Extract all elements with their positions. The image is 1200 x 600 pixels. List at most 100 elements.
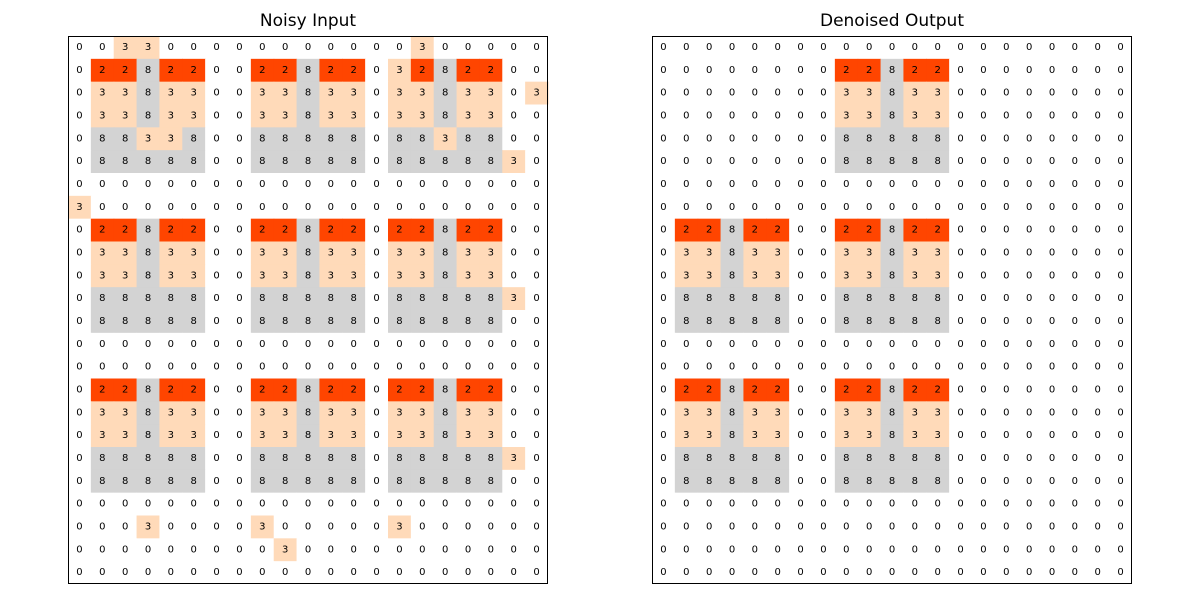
cell-value: 0 <box>533 567 539 578</box>
grid-cell-r18-c2: 8 <box>697 447 722 471</box>
cell-fill <box>205 310 229 334</box>
grid-cell-r20-c13: 0 <box>365 492 389 516</box>
grid-cell-r5-c17: 0 <box>1040 150 1064 174</box>
cell-fill <box>365 241 389 265</box>
cell-value: 0 <box>1095 110 1101 121</box>
cell-fill <box>903 58 927 83</box>
cell-fill <box>903 264 927 288</box>
cell-value: 3 <box>775 247 781 258</box>
grid-cell-r12-c14: 8 <box>388 310 412 334</box>
grid-cell-r4-c19: 0 <box>502 127 526 151</box>
cell-fill <box>674 195 699 220</box>
cell-fill <box>319 469 343 494</box>
cell-fill <box>205 424 229 448</box>
cell-value: 8 <box>328 293 334 304</box>
cell-value: 0 <box>1095 270 1101 281</box>
grid-cell-r3-c6: 0 <box>205 104 229 128</box>
cell-value: 3 <box>511 293 517 304</box>
cell-fill <box>880 173 904 197</box>
cell-fill <box>1017 58 1042 83</box>
cell-value: 0 <box>488 521 494 532</box>
grid-cell-r2-c0: 0 <box>652 81 676 105</box>
cell-fill <box>789 355 813 379</box>
cell-value: 0 <box>683 42 689 53</box>
cell-value: 0 <box>706 567 712 578</box>
cell-fill <box>273 332 298 357</box>
cell-value: 0 <box>1003 316 1009 327</box>
cell-fill <box>766 378 790 402</box>
cell-value: 0 <box>373 521 379 532</box>
cell-fill <box>479 561 503 585</box>
cell-value: 0 <box>191 42 197 53</box>
grid-cell-r15-c17: 0 <box>1040 378 1064 402</box>
cell-fill <box>388 447 412 471</box>
cell-fill <box>228 378 252 402</box>
cell-value: 8 <box>145 270 151 281</box>
cell-fill <box>319 287 343 311</box>
cell-fill <box>834 492 859 516</box>
cell-fill <box>994 538 1019 562</box>
grid-cell-r22-c13: 0 <box>365 538 389 562</box>
cell-value: 0 <box>1003 88 1009 99</box>
grid-cell-r20-c20: 0 <box>525 492 549 516</box>
grid-cell-r11-c13: 0 <box>365 287 389 311</box>
cell-value: 0 <box>442 362 448 373</box>
grid-cell-r14-c7: 0 <box>228 355 252 379</box>
cell-fill <box>834 287 859 311</box>
grid-cell-r15-c13: 0 <box>949 378 973 402</box>
cell-fill <box>296 561 320 585</box>
cell-value: 0 <box>957 453 963 464</box>
grid-cell-r14-c4: 0 <box>743 355 767 379</box>
cell-value: 0 <box>533 179 539 190</box>
cell-fill <box>159 469 183 494</box>
cell-value: 0 <box>1049 110 1055 121</box>
grid-cell-r16-c17: 0 <box>1040 401 1064 425</box>
cell-fill <box>433 332 458 357</box>
cell-value: 0 <box>957 42 963 53</box>
cell-fill <box>90 355 115 379</box>
grid-cell-r15-c9: 2 <box>857 378 882 402</box>
cell-fill <box>857 538 882 562</box>
grid-cell-r5-c0: 0 <box>68 150 92 174</box>
cell-value: 0 <box>236 42 242 53</box>
cell-value: 3 <box>168 110 174 121</box>
grid-cell-r22-c20: 0 <box>525 538 549 562</box>
cell-value: 8 <box>889 476 895 487</box>
cell-fill <box>136 150 160 174</box>
cell-fill <box>136 127 160 151</box>
cell-value: 0 <box>191 521 197 532</box>
grid-cell-r15-c14: 2 <box>388 378 412 402</box>
cell-fill <box>812 36 836 60</box>
cell-fill <box>674 355 699 379</box>
cell-fill <box>812 561 836 585</box>
grid-cell-r11-c10: 8 <box>296 287 320 311</box>
cell-fill <box>1086 310 1110 334</box>
cell-value: 3 <box>351 407 357 418</box>
cell-fill <box>697 355 722 379</box>
cell-value: 0 <box>729 544 735 555</box>
cell-fill <box>994 36 1019 60</box>
cell-value: 3 <box>752 407 758 418</box>
grid-cell-r15-c8: 2 <box>834 378 859 402</box>
cell-fill <box>205 264 229 288</box>
grid-cell-r22-c9: 0 <box>857 538 882 562</box>
cell-fill <box>1109 332 1133 357</box>
grid-cell-r15-c9: 2 <box>273 378 298 402</box>
cell-fill <box>68 241 92 265</box>
cell-fill <box>296 81 320 105</box>
cell-value: 3 <box>328 430 334 441</box>
cell-value: 0 <box>465 202 471 213</box>
cell-value: 8 <box>122 133 128 144</box>
grid-cell-r11-c0: 0 <box>652 287 676 311</box>
cell-fill <box>479 401 503 425</box>
grid-cell-r5-c14: 0 <box>972 150 996 174</box>
cell-value: 0 <box>980 270 986 281</box>
cell-fill <box>880 424 904 448</box>
cell-fill <box>652 401 676 425</box>
cell-value: 0 <box>168 567 174 578</box>
cell-fill <box>1017 332 1042 357</box>
cell-value: 3 <box>191 430 197 441</box>
cell-value: 0 <box>213 293 219 304</box>
grid-cell-r10-c8: 3 <box>250 264 275 288</box>
cell-fill <box>1109 36 1133 60</box>
